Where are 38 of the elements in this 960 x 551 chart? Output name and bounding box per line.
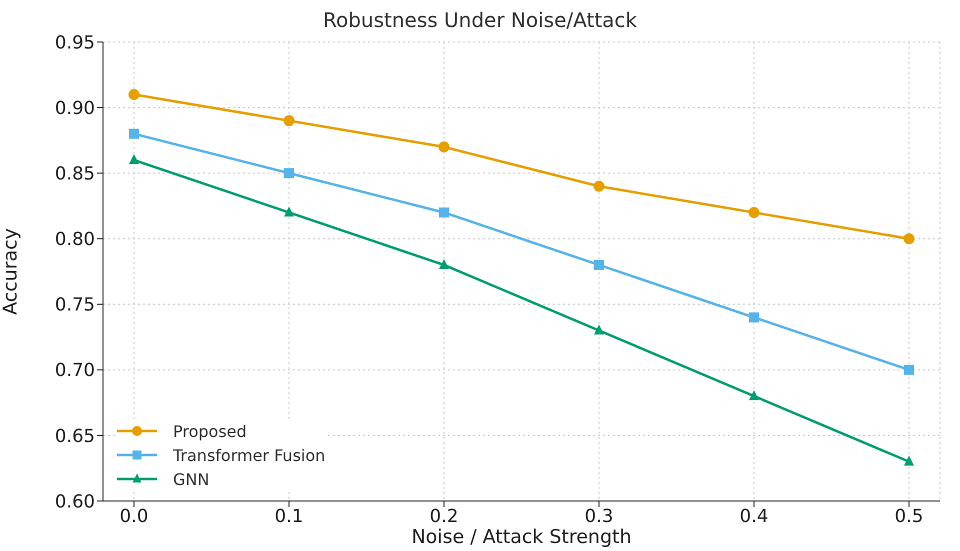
y-tick-label: 0.75 <box>54 294 95 316</box>
legend-label: Proposed <box>172 420 248 442</box>
point <box>129 154 139 164</box>
point <box>439 258 449 269</box>
x-axis-title: Noise / Attack Strength <box>411 526 632 548</box>
y-tick-label: 0.70 <box>54 360 95 382</box>
y-tick-label: 0.85 <box>54 164 95 185</box>
y-tick-label: 0.80 <box>54 229 95 250</box>
point <box>748 206 760 218</box>
y-tick-label: 0.60 <box>54 491 95 512</box>
x-tick-label: 0.4 <box>740 506 768 527</box>
point <box>438 141 450 152</box>
x-tick-label: 0.0 <box>120 506 148 527</box>
point <box>594 180 604 192</box>
point <box>594 260 604 270</box>
point <box>439 207 449 218</box>
point <box>128 88 140 100</box>
point <box>284 206 294 216</box>
point <box>904 456 914 466</box>
x-tick-label: 0.5 <box>894 506 924 527</box>
point <box>284 115 294 126</box>
chart-title: Robustness Under Noise/Attack <box>322 8 638 32</box>
y-tick-label: 0.65 <box>54 426 95 447</box>
y-axis-title: Accuracy <box>0 228 22 315</box>
x-tick-label: 0.3 <box>584 506 614 527</box>
legend-label: GNN <box>172 468 210 490</box>
x-tick-label: 0.1 <box>274 506 304 527</box>
point <box>749 312 759 322</box>
point <box>904 364 914 375</box>
point <box>129 128 139 139</box>
point <box>749 390 759 400</box>
point <box>594 324 604 335</box>
legend-label: Transformer Fusion <box>172 444 326 466</box>
y-tick-label: 0.90 <box>54 98 95 119</box>
y-tick-label: 0.95 <box>54 32 95 54</box>
point <box>284 168 294 178</box>
point <box>904 233 914 244</box>
x-tick-label: 0.2 <box>430 506 458 527</box>
